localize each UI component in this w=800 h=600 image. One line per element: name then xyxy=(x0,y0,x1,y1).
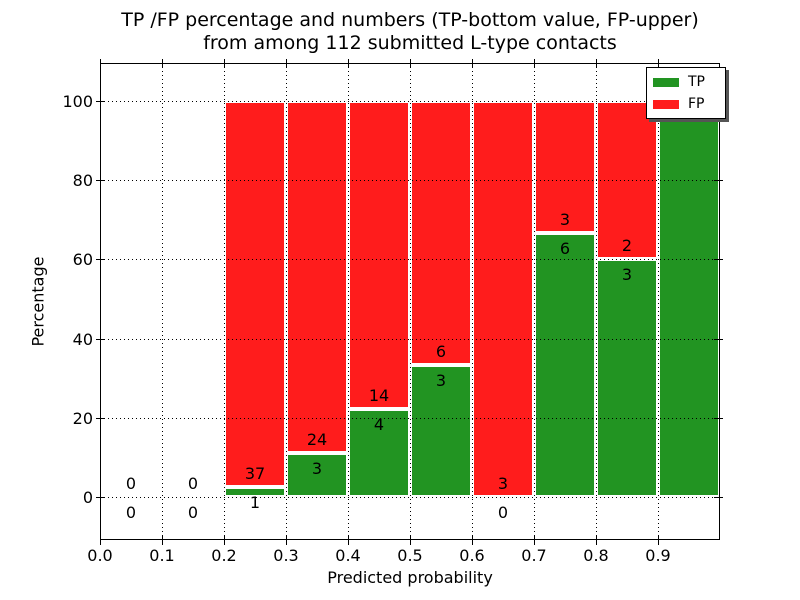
x-tick-mark-top xyxy=(162,59,163,68)
fp-bar xyxy=(410,101,472,365)
tp-bar xyxy=(534,232,596,497)
x-tick-label: 0.7 xyxy=(521,546,547,565)
x-tick-mark xyxy=(472,536,473,545)
x-tick-mark-top xyxy=(410,59,411,68)
tp-bar xyxy=(224,486,286,497)
tp-bar xyxy=(658,101,720,497)
y-tick-mark xyxy=(96,417,105,419)
y-tick-mark xyxy=(96,259,105,261)
x-tick-mark-top xyxy=(348,59,349,68)
tp-bar xyxy=(286,453,348,497)
y-tick-mark xyxy=(96,497,105,498)
x-tick-mark-top xyxy=(534,59,535,68)
x-tick-label: 0.8 xyxy=(583,546,609,565)
fp-count-label: 3 xyxy=(497,474,509,493)
x-tick-mark xyxy=(596,536,597,545)
x-tick-label: 0.3 xyxy=(273,546,299,565)
tp-bar xyxy=(410,365,472,497)
fp-bar xyxy=(224,101,286,487)
tp-count-label: 3 xyxy=(621,265,633,285)
gridline-v xyxy=(286,63,287,540)
x-tick-mark xyxy=(534,536,535,545)
legend-label-tp: TP xyxy=(688,74,705,90)
fp-count-label: 6 xyxy=(435,342,447,361)
legend-item-fp: FP xyxy=(653,97,719,111)
x-tick-label: 0.4 xyxy=(335,546,361,565)
tp-bar xyxy=(348,409,410,497)
x-tick-mark-top xyxy=(596,59,597,68)
y-tick-mark-right xyxy=(714,180,723,182)
gridline-v xyxy=(162,63,163,540)
x-tick-label: 0.6 xyxy=(459,546,485,565)
y-tick-label: 0 xyxy=(82,488,93,507)
x-tick-label: 0.5 xyxy=(397,546,423,565)
gridline-v xyxy=(596,63,597,540)
x-tick-mark-top xyxy=(286,59,287,68)
legend-label-fp: FP xyxy=(688,96,705,112)
legend-item-tp: TP xyxy=(653,75,719,89)
y-tick-label: 20 xyxy=(72,408,93,428)
fp-count-label: 0 xyxy=(125,474,137,493)
fp-bar xyxy=(348,101,410,409)
x-tick-mark xyxy=(410,536,411,545)
x-tick-mark-top xyxy=(472,59,473,68)
tp-count-label: 3 xyxy=(435,371,447,390)
x-tick-mark xyxy=(162,536,163,545)
fp-count-label: 14 xyxy=(368,386,390,405)
tp-swatch-icon xyxy=(653,77,679,87)
legend: TP FP xyxy=(646,67,726,119)
y-tick-mark xyxy=(96,101,105,102)
chart-title: TP /FP percentage and numbers (TP-bottom… xyxy=(100,9,720,55)
gridline-v xyxy=(534,63,535,540)
tp-count-label: 0 xyxy=(497,503,509,522)
fp-count-label: 2 xyxy=(621,236,633,256)
tp-count-label: 6 xyxy=(559,238,571,258)
gridline-v xyxy=(658,63,659,540)
fp-count-label: 37 xyxy=(244,463,266,483)
x-tick-mark-top xyxy=(100,59,101,68)
fp-count-label: 3 xyxy=(559,209,571,229)
y-tick-mark xyxy=(96,180,105,182)
y-tick-label: 80 xyxy=(72,171,93,191)
gridline-v xyxy=(410,63,411,540)
chart-title-line1: TP /FP percentage and numbers (TP-bottom… xyxy=(121,9,699,31)
y-tick-mark-right xyxy=(714,259,723,261)
fp-count-label: 24 xyxy=(306,430,328,449)
x-tick-label: 0.9 xyxy=(645,546,671,565)
gridline-v xyxy=(348,63,349,540)
tp-count-label: 3 xyxy=(311,459,323,478)
fp-bar xyxy=(472,101,534,497)
x-tick-mark xyxy=(224,536,225,545)
y-tick-label: 40 xyxy=(72,329,93,349)
x-axis-label: Predicted probability xyxy=(327,568,493,587)
tp-bar xyxy=(596,259,658,497)
y-tick-label: 60 xyxy=(72,250,93,270)
y-tick-mark-right xyxy=(714,417,723,419)
x-tick-mark-top xyxy=(224,59,225,68)
x-tick-mark xyxy=(348,536,349,545)
fp-count-label: 0 xyxy=(187,474,199,493)
x-tick-mark xyxy=(658,536,659,545)
x-tick-mark xyxy=(286,536,287,545)
tp-count-label: 0 xyxy=(187,503,199,522)
x-tick-label: 0.2 xyxy=(211,546,237,565)
tp-count-label: 4 xyxy=(373,415,385,434)
x-tick-mark xyxy=(100,536,101,545)
fp-bar xyxy=(534,101,596,233)
y-tick-mark-right xyxy=(714,338,723,340)
tp-count-label: 0 xyxy=(125,503,137,522)
y-tick-mark xyxy=(96,338,105,340)
chart-title-line2: from among 112 submitted L-type contacts xyxy=(203,32,617,54)
x-tick-label: 0.1 xyxy=(149,546,175,565)
fp-bar xyxy=(286,101,348,453)
gridline-v xyxy=(472,63,473,540)
fp-swatch-icon xyxy=(653,99,679,109)
y-tick-label: 100 xyxy=(62,92,93,111)
tp-count-label: 1 xyxy=(249,492,261,512)
x-tick-label: 0.0 xyxy=(87,546,113,565)
y-tick-mark-right xyxy=(714,497,723,498)
gridline-v xyxy=(224,63,225,540)
